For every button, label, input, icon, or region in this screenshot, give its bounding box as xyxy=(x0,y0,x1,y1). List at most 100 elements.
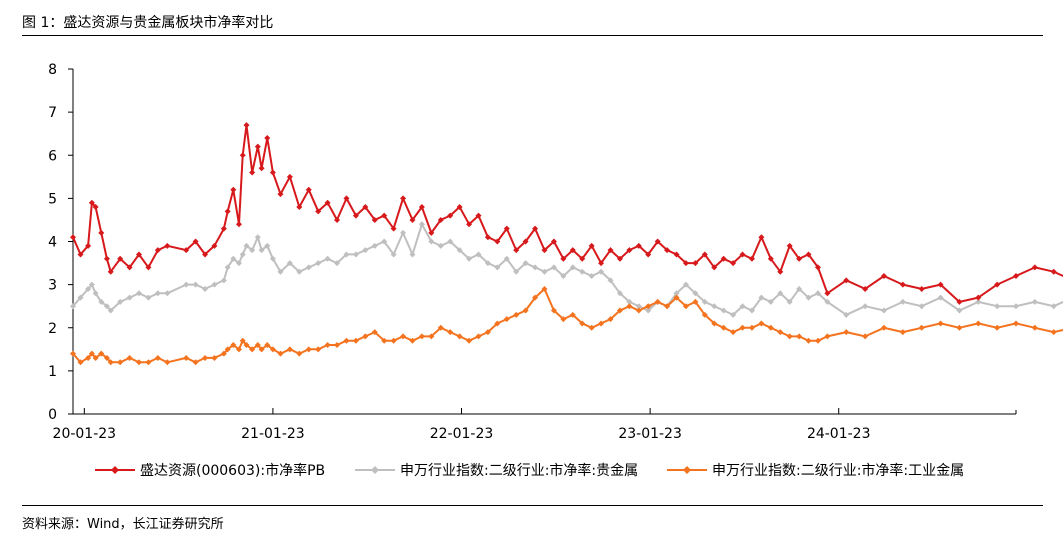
data-point xyxy=(682,303,689,310)
data-point xyxy=(503,316,510,323)
x-tick-label: 22-01-23 xyxy=(430,426,494,442)
data-point xyxy=(371,242,378,249)
data-point xyxy=(937,281,944,288)
data-point xyxy=(682,260,689,267)
data-point xyxy=(324,199,331,206)
data-point xyxy=(230,255,237,262)
data-point xyxy=(843,277,850,284)
data-point xyxy=(77,251,84,258)
data-point xyxy=(390,251,397,258)
data-point xyxy=(211,354,218,361)
data-point xyxy=(400,229,407,236)
chart-legend: 盛达资源(000603):市净率PB 申万行业指数:二级行业:市净率:贵金属 申万行… xyxy=(95,462,964,479)
data-point xyxy=(136,290,143,297)
data-point xyxy=(98,350,105,357)
legend-label: 盛达资源(000603):市净率PB xyxy=(140,462,325,479)
data-point xyxy=(286,346,293,353)
data-point xyxy=(447,329,454,336)
data-point xyxy=(277,191,284,198)
data-point xyxy=(484,260,491,267)
data-point xyxy=(767,324,774,331)
series-line-1 xyxy=(72,223,1063,316)
data-point xyxy=(748,324,755,331)
data-point xyxy=(786,333,793,340)
data-point xyxy=(447,238,454,245)
data-point xyxy=(456,204,463,210)
data-point xyxy=(235,260,242,267)
data-point xyxy=(880,273,887,279)
data-point xyxy=(164,359,171,366)
data-point xyxy=(513,247,520,254)
data-point xyxy=(956,307,963,314)
data-point xyxy=(220,277,227,284)
data-point xyxy=(220,225,227,232)
data-point xyxy=(107,268,114,275)
data-point xyxy=(164,242,171,249)
data-point xyxy=(103,354,110,361)
data-point xyxy=(362,247,369,254)
data-point xyxy=(880,324,887,331)
data-point xyxy=(560,273,567,279)
data-point xyxy=(437,216,444,223)
data-point xyxy=(777,329,784,336)
data-point xyxy=(786,298,793,305)
data-point xyxy=(805,294,812,301)
data-point xyxy=(720,307,727,314)
data-point xyxy=(1050,268,1057,275)
data-point xyxy=(777,268,784,275)
data-point xyxy=(786,242,793,249)
y-tick-label: 6 xyxy=(48,148,57,164)
data-point xyxy=(532,225,539,232)
data-point xyxy=(560,316,567,323)
data-point xyxy=(390,225,397,232)
data-point xyxy=(88,199,95,206)
data-point xyxy=(862,285,869,292)
data-point xyxy=(1050,303,1057,310)
data-point xyxy=(258,165,265,172)
data-point xyxy=(437,242,444,249)
data-point xyxy=(607,247,614,254)
pb-ratio-line-chart: 0 1 2 3 4 5 6 7 8 20-01-23 21-01-23 22-01-23 23-01-2… xyxy=(48,62,1063,479)
data-point xyxy=(654,238,661,245)
data-point xyxy=(305,186,312,193)
data-point xyxy=(579,255,586,262)
data-point xyxy=(541,268,548,275)
data-point xyxy=(418,221,425,228)
data-point xyxy=(918,324,925,331)
data-point xyxy=(305,264,312,271)
data-point xyxy=(711,320,718,327)
data-point xyxy=(513,311,520,318)
data-point xyxy=(286,260,293,267)
data-point xyxy=(92,204,99,210)
data-point xyxy=(654,298,661,305)
data-point xyxy=(70,350,76,357)
data-point xyxy=(607,316,614,323)
data-point xyxy=(1013,273,1019,279)
data-point xyxy=(437,324,444,331)
data-point xyxy=(475,212,482,219)
data-point xyxy=(635,307,642,314)
data-point xyxy=(475,333,482,340)
data-point xyxy=(126,294,133,301)
data-point xyxy=(579,320,586,327)
data-point xyxy=(418,204,425,210)
data-point xyxy=(254,143,261,150)
data-point xyxy=(315,346,322,353)
data-point xyxy=(296,350,303,357)
data-point xyxy=(164,290,171,297)
data-point xyxy=(805,337,812,344)
data-point xyxy=(400,333,407,340)
data-point xyxy=(588,242,595,249)
series-markers-1 xyxy=(70,221,1057,318)
data-point xyxy=(598,320,605,327)
data-point xyxy=(805,251,812,258)
data-point xyxy=(107,359,114,366)
data-point xyxy=(258,247,265,254)
data-point xyxy=(305,346,312,353)
data-point xyxy=(269,255,276,262)
y-tick-label: 1 xyxy=(48,364,57,380)
data-point xyxy=(532,294,539,301)
data-point xyxy=(1031,324,1038,331)
data-point xyxy=(466,221,473,228)
data-point xyxy=(767,298,774,305)
